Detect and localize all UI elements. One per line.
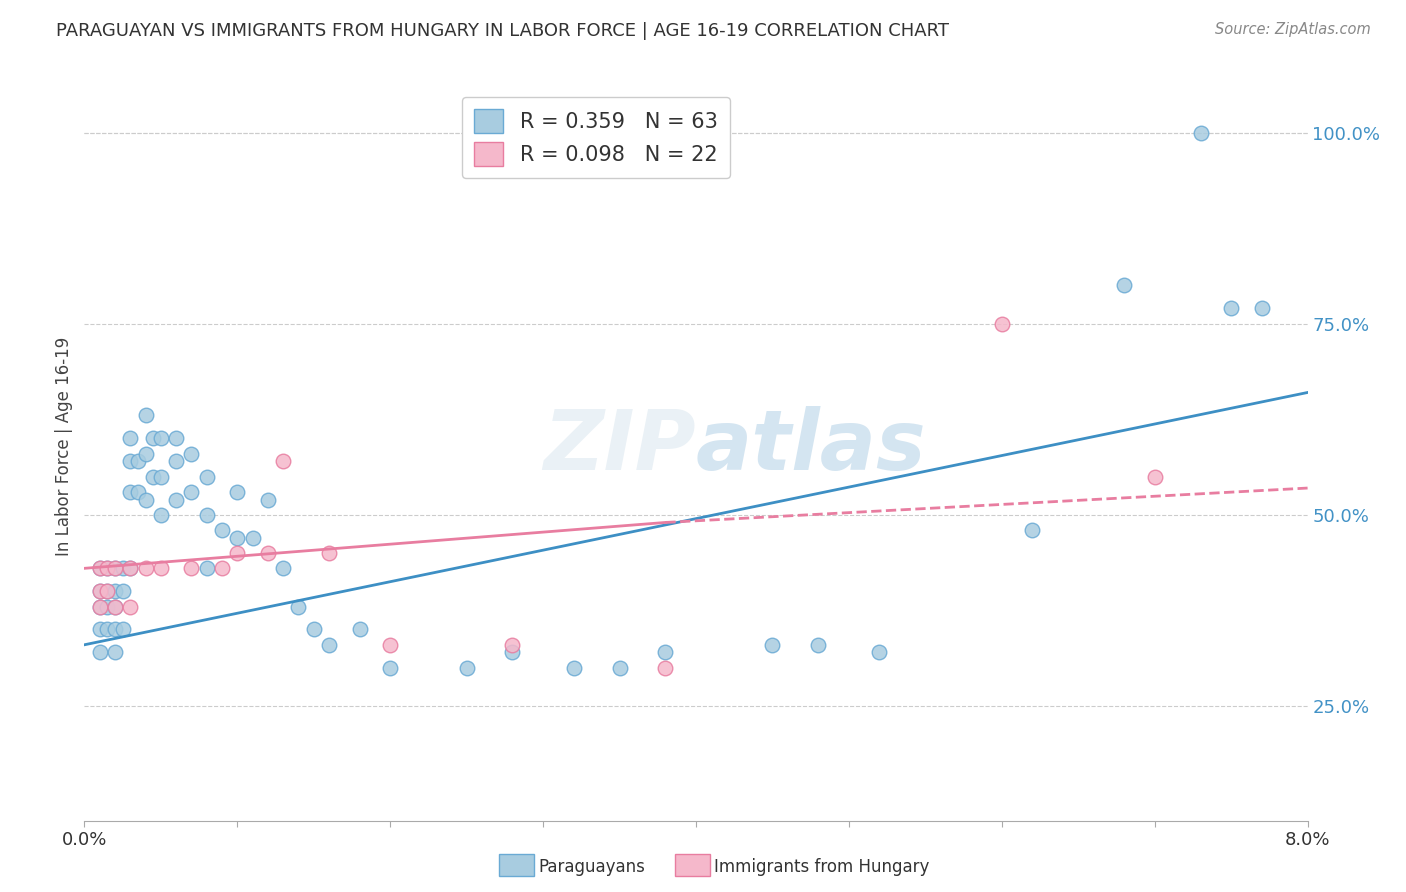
Point bbox=[89, 599, 111, 614]
Point bbox=[318, 638, 340, 652]
Point bbox=[120, 431, 142, 445]
Text: Source: ZipAtlas.com: Source: ZipAtlas.com bbox=[1215, 22, 1371, 37]
Point bbox=[165, 454, 187, 468]
Point bbox=[287, 599, 309, 614]
Point bbox=[226, 531, 249, 545]
Point bbox=[180, 561, 202, 575]
Point bbox=[165, 492, 187, 507]
Point bbox=[257, 546, 280, 560]
Point bbox=[180, 484, 202, 499]
Point bbox=[1220, 301, 1243, 316]
Point bbox=[991, 317, 1014, 331]
Point bbox=[149, 561, 172, 575]
Point bbox=[761, 638, 783, 652]
Point bbox=[135, 447, 157, 461]
Point bbox=[1114, 278, 1136, 293]
Point bbox=[135, 409, 157, 423]
Point bbox=[149, 469, 172, 483]
Point bbox=[111, 561, 134, 575]
Point bbox=[380, 661, 402, 675]
Point bbox=[226, 546, 249, 560]
Y-axis label: In Labor Force | Age 16-19: In Labor Force | Age 16-19 bbox=[55, 336, 73, 556]
Text: atlas: atlas bbox=[696, 406, 927, 486]
Point bbox=[120, 599, 142, 614]
Point bbox=[89, 599, 111, 614]
Point bbox=[456, 661, 478, 675]
Point bbox=[104, 645, 127, 659]
Point bbox=[120, 484, 142, 499]
Text: Paraguayans: Paraguayans bbox=[538, 858, 645, 876]
Point bbox=[96, 561, 118, 575]
Point bbox=[104, 623, 127, 637]
Point bbox=[195, 469, 218, 483]
Point bbox=[226, 484, 249, 499]
Point bbox=[149, 508, 172, 522]
Point bbox=[195, 561, 218, 575]
Point bbox=[807, 638, 830, 652]
Point bbox=[502, 638, 524, 652]
Point bbox=[104, 561, 127, 575]
Point bbox=[120, 454, 142, 468]
Text: PARAGUAYAN VS IMMIGRANTS FROM HUNGARY IN LABOR FORCE | AGE 16-19 CORRELATION CHA: PARAGUAYAN VS IMMIGRANTS FROM HUNGARY IN… bbox=[56, 22, 949, 40]
Point bbox=[96, 599, 118, 614]
Point bbox=[111, 584, 134, 599]
Point bbox=[257, 492, 280, 507]
Point bbox=[96, 561, 118, 575]
Point bbox=[349, 623, 371, 637]
Point bbox=[89, 561, 111, 575]
Point bbox=[89, 584, 111, 599]
Point bbox=[1021, 523, 1043, 537]
Point bbox=[104, 584, 127, 599]
Point bbox=[654, 645, 676, 659]
Point bbox=[1143, 469, 1166, 483]
Point bbox=[318, 546, 340, 560]
Text: ZIP: ZIP bbox=[543, 406, 696, 486]
Point bbox=[89, 645, 111, 659]
Point bbox=[609, 661, 631, 675]
Point bbox=[149, 431, 172, 445]
Point bbox=[242, 531, 264, 545]
Point bbox=[654, 661, 676, 675]
Point bbox=[271, 454, 294, 468]
Point bbox=[1250, 301, 1272, 316]
Point bbox=[562, 661, 585, 675]
Point bbox=[104, 561, 127, 575]
Point bbox=[1189, 126, 1212, 140]
Point bbox=[127, 484, 149, 499]
Point bbox=[502, 645, 524, 659]
Point bbox=[89, 584, 111, 599]
Point bbox=[96, 623, 118, 637]
Point bbox=[165, 431, 187, 445]
Point bbox=[380, 638, 402, 652]
Point bbox=[104, 599, 127, 614]
Point bbox=[96, 584, 118, 599]
Point bbox=[302, 623, 325, 637]
Point bbox=[120, 561, 142, 575]
Point bbox=[195, 508, 218, 522]
Point bbox=[180, 447, 202, 461]
Point bbox=[211, 523, 233, 537]
Legend: R = 0.359   N = 63, R = 0.098   N = 22: R = 0.359 N = 63, R = 0.098 N = 22 bbox=[461, 96, 731, 178]
Point bbox=[211, 561, 233, 575]
Point bbox=[104, 599, 127, 614]
Point bbox=[142, 469, 165, 483]
Text: Immigrants from Hungary: Immigrants from Hungary bbox=[714, 858, 929, 876]
Point bbox=[111, 623, 134, 637]
Point bbox=[869, 645, 891, 659]
Point bbox=[127, 454, 149, 468]
Point bbox=[89, 623, 111, 637]
Point bbox=[89, 561, 111, 575]
Point bbox=[120, 561, 142, 575]
Point bbox=[142, 431, 165, 445]
Point bbox=[135, 492, 157, 507]
Point bbox=[135, 561, 157, 575]
Point bbox=[96, 584, 118, 599]
Point bbox=[271, 561, 294, 575]
